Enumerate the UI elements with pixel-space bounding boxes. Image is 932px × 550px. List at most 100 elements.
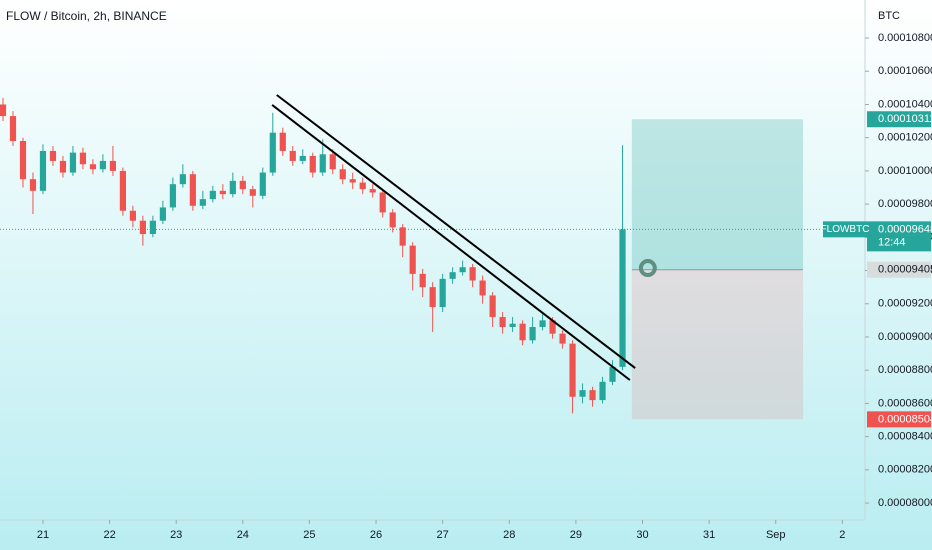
y-tick-label: 0.00008800 — [878, 364, 932, 376]
candle-body — [209, 190, 216, 200]
candle-body — [539, 320, 546, 328]
candle-body — [79, 152, 87, 165]
y-tick-label: 0.00009200 — [878, 298, 932, 310]
y-tick-label: 0.00009000 — [878, 331, 932, 343]
candle-body — [339, 169, 346, 180]
y-unit: BTC — [878, 10, 900, 22]
candle-body — [449, 272, 456, 279]
y-tick-label: 0.00008600 — [878, 397, 932, 409]
candle-body — [179, 174, 186, 185]
candle-body — [379, 192, 386, 213]
candle-body — [19, 141, 27, 180]
candle-body — [69, 152, 77, 173]
stop-label: 0.00008504 — [878, 413, 932, 425]
candle-body — [569, 343, 576, 397]
candle-body — [189, 174, 196, 206]
candle-body — [369, 189, 376, 193]
candle-body — [419, 273, 426, 288]
candle-body — [119, 170, 127, 211]
candle-body — [129, 210, 136, 221]
candle-body — [409, 245, 416, 274]
candle-body — [29, 179, 37, 191]
y-tick-label: 0.00010400 — [878, 98, 932, 110]
candle-body — [489, 295, 496, 318]
candle-body — [589, 390, 596, 401]
candle-body — [259, 172, 266, 196]
candle-body — [289, 150, 296, 161]
candle-body — [359, 182, 366, 190]
y-tick-label: 0.00008200 — [878, 464, 932, 476]
x-tick-label: 31 — [703, 529, 715, 541]
x-tick-label: 29 — [570, 529, 582, 541]
candle-body — [159, 207, 166, 221]
candle-body — [599, 381, 606, 401]
candle-body — [399, 227, 406, 246]
candle-body — [439, 278, 446, 308]
target-badge — [867, 111, 931, 128]
symbol-badge — [823, 221, 867, 238]
candle-body — [549, 320, 556, 334]
stop-badge — [867, 411, 931, 428]
candle-body — [349, 179, 356, 183]
candle-body — [199, 199, 206, 206]
marker — [638, 259, 657, 278]
candle-body — [329, 154, 336, 170]
symbol-label: FLOWBTC — [821, 224, 870, 235]
candle-body — [219, 190, 226, 195]
x-tick-label: Sep — [766, 529, 786, 541]
chart-title: FLOW / Bitcoin, 2h, BINANCE — [6, 9, 167, 23]
candle-body — [429, 287, 436, 308]
y-tick-label: 0.00009800 — [878, 198, 932, 210]
x-tick-label: 22 — [103, 529, 115, 541]
candle-body — [169, 184, 176, 208]
y-tick-label: 0.00010000 — [878, 165, 932, 177]
candle-body — [0, 104, 7, 117]
candle-body — [519, 323, 526, 341]
target-label: 0.00010311 — [878, 113, 932, 125]
x-tick-label: 2 — [839, 529, 845, 541]
countdown: 12:44 — [878, 236, 906, 248]
y-tick-label: 0.00010200 — [878, 132, 932, 144]
y-tick-label: 0.00010600 — [878, 65, 932, 77]
candle-body — [109, 160, 117, 171]
candle-body — [49, 150, 57, 161]
x-tick-label: 30 — [636, 529, 648, 541]
trend-line — [271, 104, 631, 381]
candle-body — [459, 267, 466, 273]
candle-body — [229, 180, 236, 195]
x-tick-label: 21 — [37, 529, 49, 541]
candle-body — [559, 333, 566, 344]
x-tick-label: 27 — [437, 529, 449, 541]
entry-badge — [867, 261, 931, 278]
candle-body — [469, 267, 476, 281]
candle-body — [279, 132, 286, 151]
x-tick-label: 25 — [303, 529, 315, 541]
candle-body — [9, 116, 17, 142]
candle-body — [509, 323, 516, 328]
candle-body — [529, 327, 536, 341]
candle-body — [149, 220, 156, 235]
candle-body — [59, 160, 67, 173]
x-tick-label: 28 — [503, 529, 515, 541]
candle-body — [579, 390, 586, 397]
candle-body — [619, 229, 626, 367]
entry-label: 0.00009405 — [878, 264, 932, 276]
candle-body — [309, 155, 316, 173]
x-tick-label: 26 — [370, 529, 382, 541]
candle-body — [499, 317, 506, 328]
x-tick-label: 24 — [237, 529, 249, 541]
y-tick-label: 0.00008000 — [878, 497, 932, 509]
candle-body — [269, 132, 276, 173]
candle-body — [319, 154, 326, 173]
candle-body — [239, 180, 246, 190]
candle-body — [389, 212, 396, 228]
plot-area — [0, 94, 865, 420]
candle-body — [99, 160, 107, 170]
candle-body — [249, 189, 256, 196]
candle-body — [609, 366, 616, 382]
trend-line — [276, 94, 636, 369]
candle-body — [139, 220, 146, 235]
y-tick-label: 0.00010800 — [878, 32, 932, 44]
